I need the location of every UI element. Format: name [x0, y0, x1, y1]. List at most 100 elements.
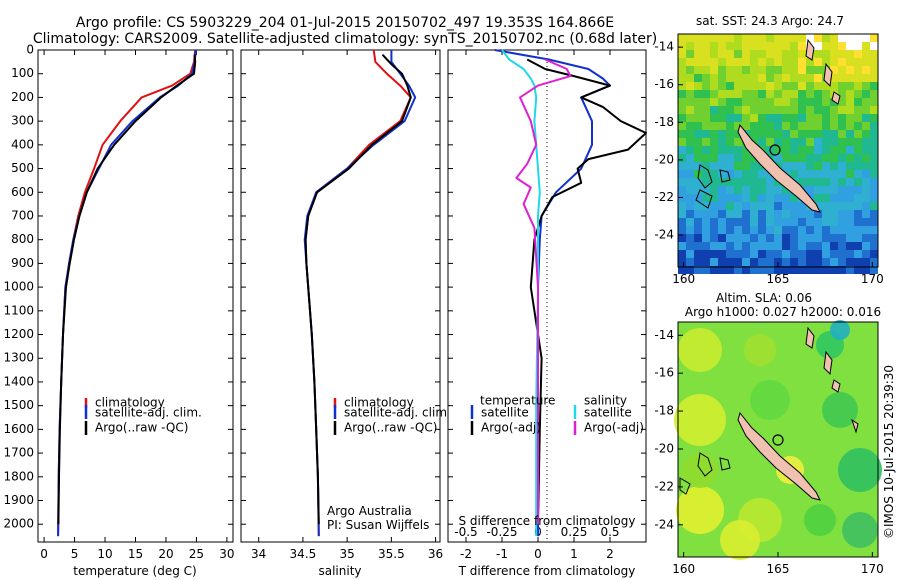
sst-cell — [854, 154, 862, 162]
sst-cell — [758, 58, 766, 66]
map-y-tick-label: -22 — [654, 479, 674, 493]
y-tick-label: 2000 — [3, 517, 34, 531]
sst-cell — [782, 34, 790, 42]
sst-cell — [678, 82, 686, 90]
sst-cell — [742, 82, 750, 90]
sst-cell — [766, 258, 774, 266]
sst-cell — [798, 202, 806, 210]
sst-cell — [806, 90, 814, 98]
sst-cell — [782, 154, 790, 162]
map-x-tick-label: 170 — [861, 562, 884, 576]
sst-cell — [766, 34, 774, 42]
sst-cell — [766, 202, 774, 210]
sst-cell — [734, 34, 742, 42]
sst-cell — [814, 34, 822, 42]
sst-cell — [710, 50, 718, 58]
sst-cell — [678, 170, 686, 178]
sst-cell — [782, 122, 790, 130]
sst-cell — [702, 250, 710, 258]
sst-cell — [838, 194, 846, 202]
sst-cell — [790, 66, 798, 74]
sst-cell — [750, 82, 758, 90]
sst-cell — [782, 202, 790, 210]
sst-cell — [830, 138, 838, 146]
sst-cell — [798, 218, 806, 226]
sst-cell — [846, 266, 854, 274]
sst-cell — [838, 250, 846, 258]
sst-cell — [678, 50, 686, 58]
sst-cell — [686, 114, 694, 122]
sst-cell — [718, 202, 726, 210]
sst-cell — [710, 154, 718, 162]
sst-cell — [726, 154, 734, 162]
sst-cell — [806, 258, 814, 266]
sst-cell — [782, 74, 790, 82]
sst-cell — [726, 98, 734, 106]
sst-cell — [678, 106, 686, 114]
y-tick-label: 1700 — [3, 446, 34, 460]
sst-cell — [782, 194, 790, 202]
sst-cell — [822, 210, 830, 218]
x-tick-label: 0 — [40, 547, 48, 561]
sst-cell — [686, 34, 694, 42]
sst-cell — [750, 154, 758, 162]
sst-cell — [726, 58, 734, 66]
sst-cell — [798, 122, 806, 130]
sst-cell — [822, 242, 830, 250]
sst-cell — [846, 106, 854, 114]
series-line-1 — [526, 58, 647, 525]
sst-cell — [750, 202, 758, 210]
sst-cell — [790, 98, 798, 106]
legend-salinity-title: salinity — [584, 394, 627, 408]
sst-cell — [718, 74, 726, 82]
sst-cell — [822, 226, 830, 234]
sst-cell — [710, 34, 718, 42]
sst-cell — [798, 114, 806, 122]
sst-cell — [678, 34, 686, 42]
sst-cell — [862, 162, 870, 170]
sst-cell — [774, 34, 782, 42]
sst-cell — [854, 258, 862, 266]
sst-cell — [734, 50, 742, 58]
sst-cell — [782, 162, 790, 170]
sst-cell — [830, 34, 838, 42]
sst-cell — [846, 98, 854, 106]
sst-cell — [846, 34, 854, 42]
sst-cell — [790, 258, 798, 266]
sst-cell — [774, 42, 782, 50]
sst-cell — [838, 130, 846, 138]
sst-cell — [854, 42, 862, 50]
sst-cell — [838, 242, 846, 250]
sst-cell — [806, 66, 814, 74]
sst-cell — [758, 106, 766, 114]
sst-cell — [686, 106, 694, 114]
sst-cell — [862, 66, 870, 74]
sst-cell — [750, 194, 758, 202]
sst-cell — [734, 210, 742, 218]
sst-cell — [750, 226, 758, 234]
temperature-axes-frame — [37, 49, 234, 543]
sst-cell — [854, 170, 862, 178]
sst-cell — [758, 122, 766, 130]
sst-cell — [870, 146, 878, 154]
sst-cell — [694, 210, 702, 218]
sst-cell — [870, 242, 878, 250]
sst-cell — [798, 178, 806, 186]
legend-satellite: satellite-adj. clim. — [344, 406, 451, 420]
sst-cell — [742, 258, 750, 266]
sst-cell — [686, 178, 694, 186]
sst-cell — [822, 82, 830, 90]
sst-cell — [710, 162, 718, 170]
sst-cell — [686, 202, 694, 210]
x-tick-label: 1 — [570, 547, 578, 561]
sst-cell — [734, 106, 742, 114]
sst-cell — [766, 194, 774, 202]
salinity-legend: climatology satellite-adj. clim. Argo(..… — [333, 396, 451, 435]
sst-cell — [822, 146, 830, 154]
vanuatu-islands — [805, 326, 859, 434]
sst-cell — [806, 226, 814, 234]
sst-cell — [790, 170, 798, 178]
sst-cell — [870, 98, 878, 106]
sst-cell — [790, 90, 798, 98]
sst-cell — [718, 218, 726, 226]
